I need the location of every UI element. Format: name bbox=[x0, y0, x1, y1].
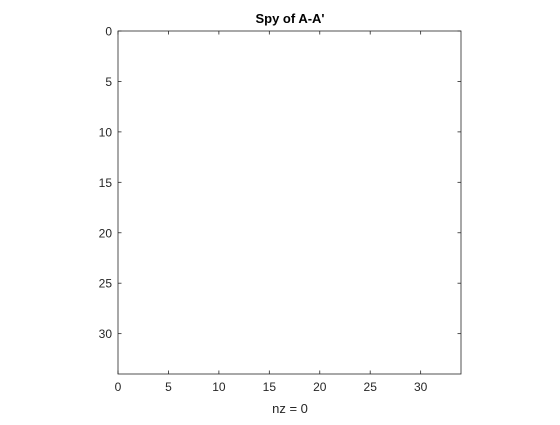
y-axis: 0 5 10 15 20 25 30 bbox=[99, 25, 461, 341]
y-tick-label: 15 bbox=[99, 176, 113, 190]
y-tick-label: 20 bbox=[99, 226, 113, 240]
y-tick-label: 30 bbox=[99, 327, 113, 341]
plot-area bbox=[117, 30, 462, 375]
x-tick-label: 30 bbox=[414, 380, 428, 394]
y-tick-label: 5 bbox=[105, 75, 112, 89]
y-tick-label: 25 bbox=[99, 277, 113, 291]
x-axis: 0 5 10 15 20 25 30 bbox=[115, 31, 428, 394]
y-tick-label: 0 bbox=[105, 25, 112, 39]
x-tick-label: 0 bbox=[115, 380, 122, 394]
chart-title: Spy of A-A' bbox=[255, 11, 324, 26]
x-tick-label: 25 bbox=[364, 380, 378, 394]
x-tick-label: 10 bbox=[212, 380, 226, 394]
x-tick-label: 5 bbox=[165, 380, 172, 394]
x-axis-label: nz = 0 bbox=[272, 401, 308, 416]
x-tick-label: 15 bbox=[263, 380, 277, 394]
y-tick-label: 10 bbox=[99, 125, 113, 139]
x-tick-label: 20 bbox=[313, 380, 327, 394]
